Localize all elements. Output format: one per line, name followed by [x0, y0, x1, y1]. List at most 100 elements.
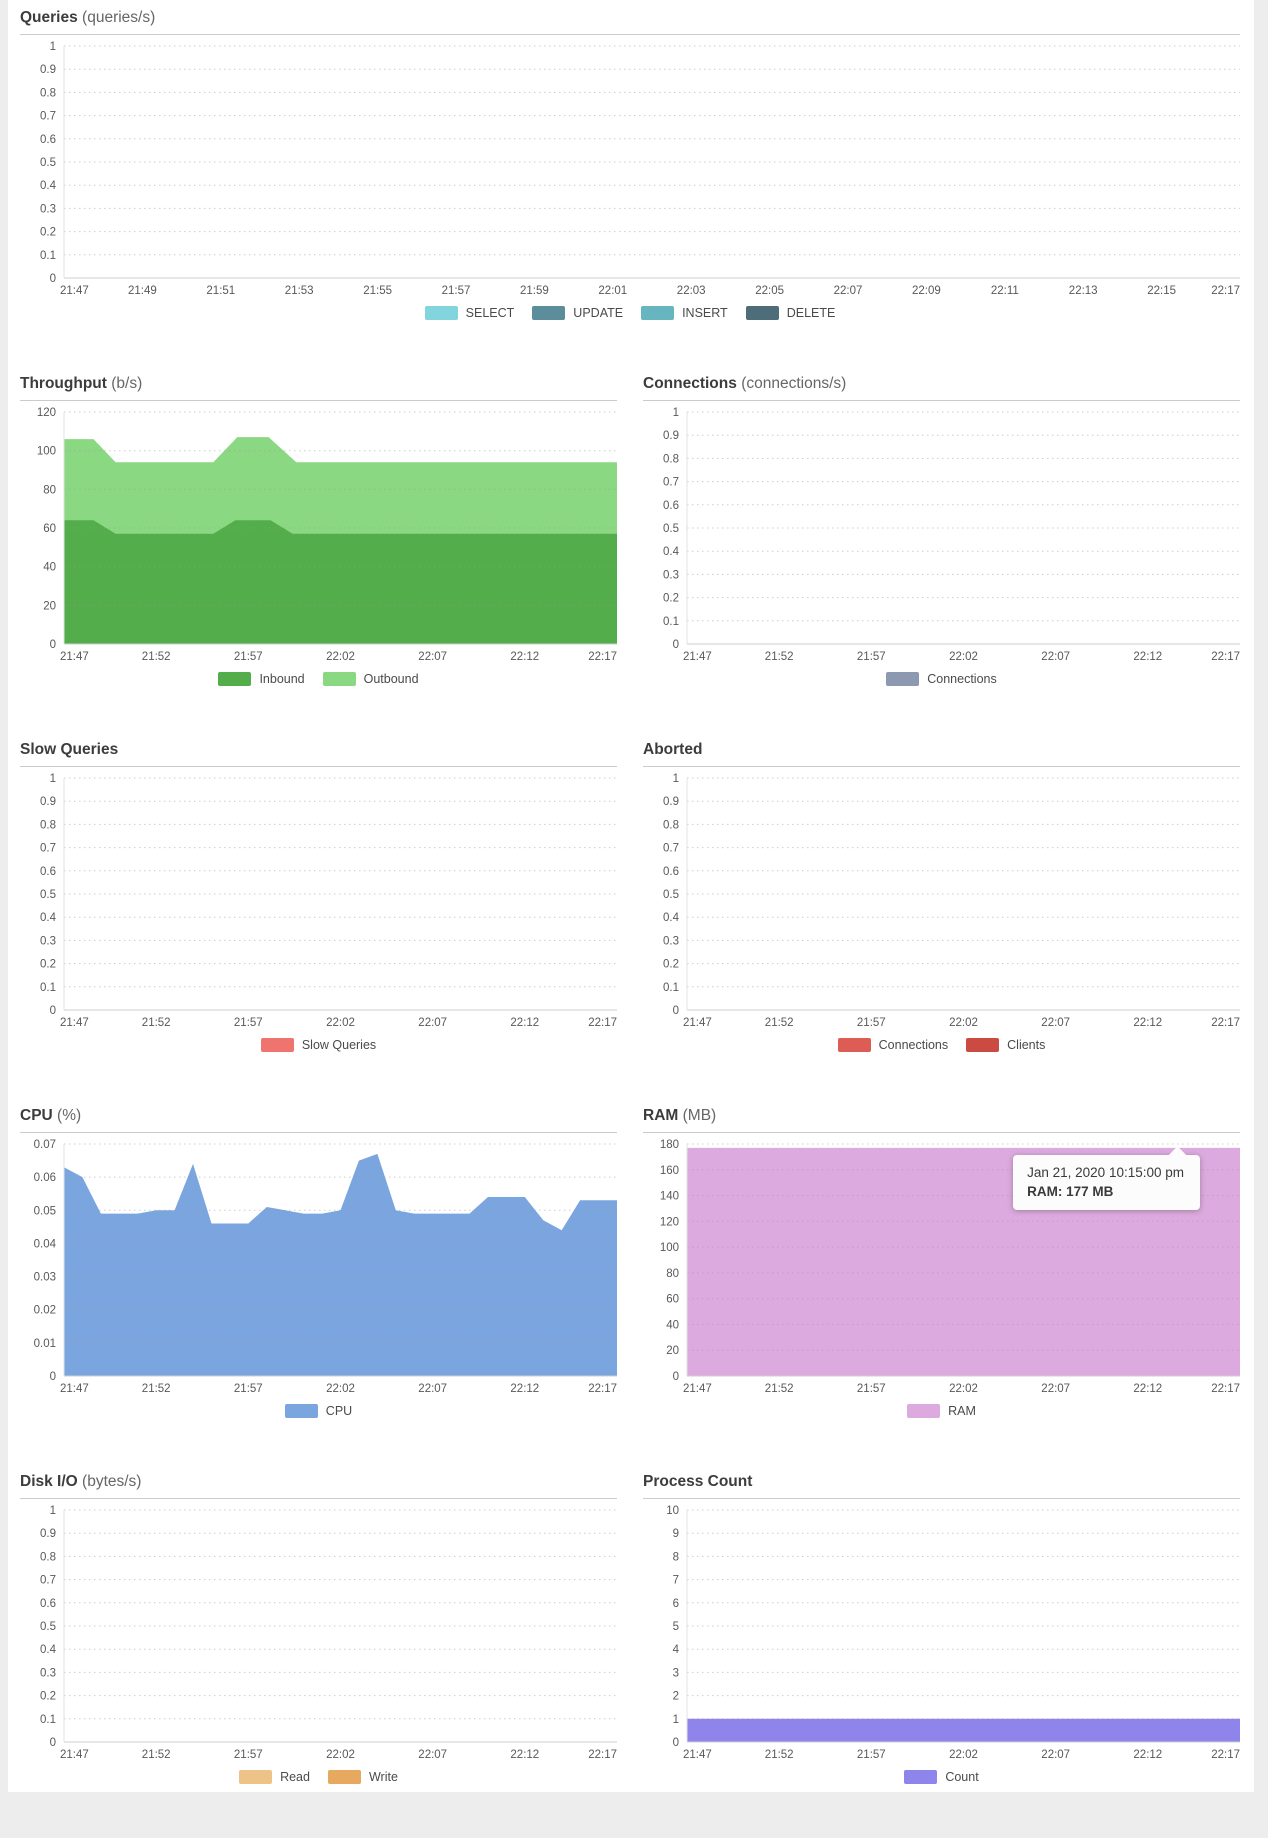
x-tick-label: 22:02	[326, 1017, 355, 1029]
legend-item-select[interactable]: SELECT	[424, 305, 514, 320]
x-tick-label: 21:55	[363, 285, 392, 297]
process-count-title: Process Count	[643, 1472, 1240, 1499]
x-tick-label: 21:51	[206, 285, 235, 297]
y-tick-label: 80	[666, 1268, 679, 1280]
x-tick-label: 22:17	[1211, 1017, 1240, 1029]
x-tick-label: 21:47	[60, 1749, 89, 1761]
y-tick-label: 0.1	[40, 1714, 56, 1726]
legend-item-insert[interactable]: INSERT	[641, 305, 728, 320]
y-tick-label: 0.8	[663, 453, 679, 465]
x-tick-label: 22:17	[588, 1749, 617, 1761]
y-tick-label: 0.8	[40, 1551, 56, 1563]
legend-item-outbound[interactable]: Outbound	[322, 671, 419, 686]
cpu-title: CPU (%)	[20, 1106, 617, 1133]
legend-swatch	[284, 1403, 318, 1418]
legend-item-connections[interactable]: Connections	[837, 1037, 948, 1052]
aborted-plot[interactable]: 1 0.9 0.8 0.7 0.6 0.5 0.4 0.3 0.2 0.1 0 21:47 21:52 2…	[643, 772, 1240, 1030]
legend-item-write[interactable]: Write	[327, 1769, 398, 1784]
y-tick-label: 7	[673, 1575, 679, 1587]
y-tick-label: 0.2	[40, 959, 56, 971]
legend-item-clients[interactable]: Clients	[966, 1037, 1045, 1052]
y-tick-label: 0.1	[663, 616, 679, 628]
y-tick-label: 0.6	[40, 1598, 56, 1610]
y-tick-label: 0.03	[34, 1272, 56, 1284]
x-tick-label: 22:07	[1041, 1383, 1070, 1395]
y-tick-label: 10	[666, 1505, 679, 1517]
slow-queries-canvas[interactable]: 1 0.9 0.8 0.7 0.6 0.5 0.4 0.3 0.2 0.1 0 21:47 21:52 2…	[20, 772, 617, 1030]
y-tick-label: 0.3	[663, 935, 679, 947]
process-count-legend: Count	[643, 1768, 1240, 1784]
x-tick-label: 21:52	[142, 1383, 171, 1395]
chart-section-queries: Queries (queries/s) 1 0.9 0.8 0.7 0.6 0.5 0.4 0…	[20, 8, 1240, 320]
ram-plot[interactable]: Jan 21, 2020 10:15:00 pm RAM: 177 MB 180…	[643, 1138, 1240, 1396]
y-tick-label: 100	[660, 1242, 679, 1254]
legend-item-connections[interactable]: Connections	[886, 671, 997, 686]
y-tick-label: 0.01	[34, 1338, 56, 1350]
y-tick-label: 0.8	[663, 819, 679, 831]
y-tick-label: 0.3	[40, 1667, 56, 1679]
y-tick-label: 0	[673, 1005, 679, 1017]
y-tick-label: 0.4	[40, 180, 57, 192]
cpu-plot[interactable]: 0.07 0.06 0.05 0.04 0.03 0.02 0.01 0 21:47 21:52 2…	[20, 1138, 617, 1396]
connections-canvas[interactable]: 1 0.9 0.8 0.7 0.6 0.5 0.4 0.3 0.2 0.1 0 21:47 21:52 2…	[643, 406, 1240, 664]
legend-label: CPU	[325, 1403, 353, 1418]
x-tick-label: 22:09	[912, 285, 941, 297]
legend-item-read[interactable]: Read	[239, 1769, 310, 1784]
queries-legend: SELECT UPDATE INSERT DELETE	[20, 304, 1240, 320]
y-tick-label: 0.9	[663, 430, 679, 442]
x-tick-label: 22:03	[677, 285, 706, 297]
slow-queries-plot[interactable]: 1 0.9 0.8 0.7 0.6 0.5 0.4 0.3 0.2 0.1 0 21:47 21:52 2…	[20, 772, 617, 1030]
aborted-title-text: Aborted	[643, 741, 703, 758]
connections-legend: Connections	[643, 670, 1240, 686]
throughput-plot[interactable]: 120 100 80 60 40 20 0 21:47 21:52 21:57 22:02 22:07…	[20, 406, 617, 664]
chart-section-cpu: CPU (%) 0.07 0.06 0.05 0.04 0.03 0.02 0.01 0 21:…	[20, 1106, 617, 1418]
x-tick-label: 22:15	[1147, 285, 1176, 297]
legend-item-count[interactable]: Count	[904, 1769, 979, 1784]
y-tick-label: 0.1	[663, 982, 679, 994]
y-tick-label: 0.8	[40, 819, 56, 831]
y-tick-label: 6	[673, 1598, 679, 1610]
legend-item-delete[interactable]: DELETE	[745, 305, 835, 320]
y-tick-label: 0.6	[40, 866, 56, 878]
legend-item-ram[interactable]: RAM	[907, 1403, 976, 1418]
legend-item-cpu[interactable]: CPU	[284, 1403, 353, 1418]
area-series-inbound	[64, 520, 617, 644]
x-tick-label: 22:02	[326, 1383, 355, 1395]
ram-title-text: RAM	[643, 1107, 679, 1124]
cpu-canvas[interactable]: 0.07 0.06 0.05 0.04 0.03 0.02 0.01 0 21:47 21:52 2…	[20, 1138, 617, 1396]
throughput-title: Throughput (b/s)	[20, 374, 617, 401]
cpu-title-text: CPU	[20, 1107, 53, 1124]
y-tick-label: 1	[50, 41, 56, 53]
queries-plot[interactable]: 1 0.9 0.8 0.7 0.6 0.5 0.4 0.3 0.2 0.1 0 21:47 21:49 2…	[20, 40, 1240, 298]
y-tick-label: 100	[37, 446, 56, 458]
legend-item-inbound[interactable]: Inbound	[218, 671, 305, 686]
x-tick-label: 22:11	[991, 285, 1019, 297]
area-series-cpu	[64, 1153, 617, 1376]
connections-title: Connections (connections/s)	[643, 374, 1240, 401]
y-tick-label: 0.4	[40, 1644, 57, 1656]
queries-canvas[interactable]: 1 0.9 0.8 0.7 0.6 0.5 0.4 0.3 0.2 0.1 0 21:47 21:49 2…	[20, 40, 1240, 298]
legend-item-update[interactable]: UPDATE	[532, 305, 623, 320]
x-tick-label: 22:02	[949, 1017, 978, 1029]
y-tick-label: 0.9	[40, 796, 56, 808]
throughput-canvas[interactable]: 120 100 80 60 40 20 0 21:47 21:52 21:57 22:02 22:07…	[20, 406, 617, 664]
y-tick-label: 0.5	[40, 157, 56, 169]
disk-io-canvas[interactable]: 1 0.9 0.8 0.7 0.6 0.5 0.4 0.3 0.2 0.1 0 21:47 21:52 2…	[20, 1504, 617, 1762]
y-tick-label: 1	[673, 773, 679, 785]
y-tick-label: 40	[666, 1319, 679, 1331]
x-tick-label: 21:53	[285, 285, 314, 297]
x-tick-label: 21:49	[128, 285, 157, 297]
x-tick-label: 21:52	[142, 1749, 171, 1761]
chart-section-disk-io: Disk I/O (bytes/s) 1 0.9 0.8 0.7 0.6 0.5 0.4 0.…	[20, 1472, 617, 1784]
ram-title: RAM (MB)	[643, 1106, 1240, 1133]
x-tick-label: 21:57	[857, 651, 886, 663]
aborted-title: Aborted	[643, 740, 1240, 767]
process-count-plot[interactable]: 10 9 8 7 6 5 4 3 2 1 0 21:47 21:52 21:57 22:02 22:07 22:…	[643, 1504, 1240, 1762]
process-count-title-text: Process Count	[643, 1473, 753, 1490]
disk-io-plot[interactable]: 1 0.9 0.8 0.7 0.6 0.5 0.4 0.3 0.2 0.1 0 21:47 21:52 2…	[20, 1504, 617, 1762]
connections-plot[interactable]: 1 0.9 0.8 0.7 0.6 0.5 0.4 0.3 0.2 0.1 0 21:47 21:52 2…	[643, 406, 1240, 664]
legend-item-slow-queries[interactable]: Slow Queries	[260, 1037, 376, 1052]
x-tick-label: 21:59	[520, 285, 549, 297]
aborted-canvas[interactable]: 1 0.9 0.8 0.7 0.6 0.5 0.4 0.3 0.2 0.1 0 21:47 21:52 2…	[643, 772, 1240, 1030]
